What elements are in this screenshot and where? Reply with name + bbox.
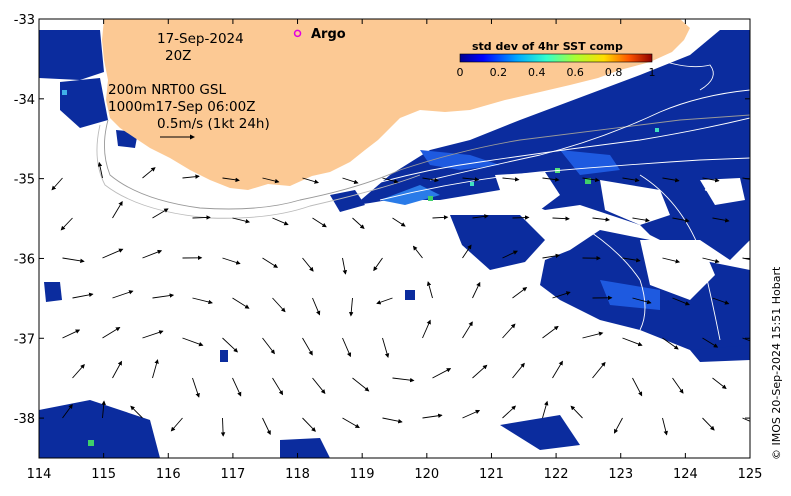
x-tick-label: 117 xyxy=(220,467,245,482)
y-tick-label: -37 xyxy=(14,332,35,347)
x-tick-label: 118 xyxy=(285,467,310,482)
x-tick-label: 122 xyxy=(544,467,569,482)
x-tick-label: 114 xyxy=(27,467,52,482)
colorbar-tick-label: 0.2 xyxy=(490,66,508,79)
argo-label: Argo xyxy=(311,27,346,42)
x-tick-label: 115 xyxy=(91,467,116,482)
credit-text: © IMOS 20-Sep-2024 15:51 Hobart xyxy=(770,266,783,460)
velocity-arrow xyxy=(753,218,769,221)
velocity-arrow xyxy=(513,217,529,218)
map-date: 17-Sep-2024 xyxy=(157,31,244,47)
x-tick-label: 123 xyxy=(608,467,633,482)
map-time: 20Z xyxy=(165,48,191,64)
colorbar-tick-label: 1 xyxy=(649,66,656,79)
x-tick-label: 119 xyxy=(350,467,375,482)
x-tick-label: 116 xyxy=(156,467,181,482)
y-tick-label: -38 xyxy=(14,412,35,427)
colorbar-tick-label: 0.8 xyxy=(605,66,623,79)
y-tick-label: -34 xyxy=(14,93,35,108)
colorbar-tick-label: 0 xyxy=(457,66,464,79)
velocity-arrow xyxy=(753,378,769,384)
legend-line-1000m: 1000m17-Sep 06:00Z xyxy=(108,99,255,115)
vector-scale-label: 0.5m/s (1kt 24h) xyxy=(157,116,270,132)
x-tick-label: 121 xyxy=(479,467,504,482)
y-tick-label: -36 xyxy=(14,252,35,267)
legend-line-200m: 200m NRT00 GSL xyxy=(108,82,226,98)
colorbar-title: std dev of 4hr SST comp xyxy=(472,40,623,53)
x-tick-label: 120 xyxy=(414,467,439,482)
y-tick-label: -33 xyxy=(14,13,35,28)
colorbar-tick-label: 0.4 xyxy=(528,66,546,79)
colorbar-tick-label: 0.6 xyxy=(566,66,584,79)
velocity-arrow xyxy=(753,298,769,302)
x-tick-label: 125 xyxy=(738,467,763,482)
colorbar xyxy=(460,54,652,62)
x-tick-label: 124 xyxy=(673,467,698,482)
y-tick-label: -35 xyxy=(14,173,35,188)
